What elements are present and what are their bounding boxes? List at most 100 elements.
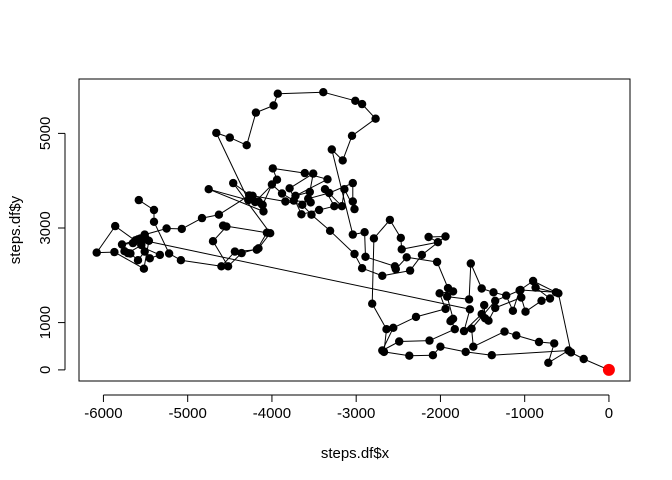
path-segment (399, 340, 430, 342)
data-point (285, 184, 294, 193)
data-point (500, 327, 509, 336)
data-point (304, 194, 313, 203)
data-point (391, 264, 400, 274)
path-segment (429, 328, 456, 342)
path-segment (342, 135, 353, 161)
data-point (368, 299, 377, 308)
data-point (487, 351, 496, 360)
path-segment (329, 230, 355, 255)
path-segment (218, 194, 250, 216)
data-point (258, 200, 267, 209)
data-point (208, 237, 218, 246)
data-point (110, 247, 119, 257)
path-segment (495, 297, 522, 309)
data-point (491, 303, 500, 313)
data-point (357, 264, 367, 273)
data-point (379, 347, 389, 357)
data-point (268, 164, 277, 173)
data-point (484, 316, 493, 325)
data-point (117, 240, 127, 249)
y-tick-label: 0 (37, 366, 54, 374)
data-point (348, 197, 357, 206)
data-point (145, 254, 154, 263)
data-point (347, 131, 357, 140)
path-segment (289, 173, 314, 189)
data-point (382, 325, 391, 334)
data-point (251, 108, 261, 117)
data-point (402, 253, 411, 262)
path-segment (114, 251, 145, 270)
data-point (389, 323, 398, 332)
data-point (351, 96, 360, 106)
path-segment (371, 238, 375, 304)
path-segment (473, 331, 505, 348)
path-segment (436, 261, 449, 289)
x-tick-label: -6000 (84, 405, 122, 422)
data-point (327, 145, 336, 154)
data-point (432, 257, 442, 267)
data-point (433, 238, 443, 247)
data-point (277, 189, 287, 198)
x-tick-label: -2000 (421, 405, 459, 422)
data-point (307, 210, 316, 219)
data-point (467, 324, 476, 333)
path-segment (365, 256, 396, 267)
y-axis-label: steps.df$y (7, 195, 24, 264)
y-tick-label: 3000 (37, 211, 54, 244)
path-segment (96, 225, 116, 253)
data-point (155, 250, 165, 260)
data-point (360, 228, 369, 237)
data-point (461, 347, 470, 357)
data-point (512, 331, 521, 340)
data-point (517, 293, 526, 302)
data-point (448, 287, 458, 296)
data-point (502, 291, 511, 300)
data-point (140, 247, 149, 256)
data-point (229, 178, 238, 188)
data-point (149, 217, 159, 226)
path-segment (137, 238, 471, 310)
path-segment (468, 263, 472, 300)
data-point (534, 337, 544, 347)
path-segment (470, 263, 483, 289)
data-point (348, 230, 357, 239)
data-point (133, 256, 143, 265)
data-point (357, 99, 367, 109)
data-point (435, 289, 444, 298)
y-tick-label: 1000 (37, 306, 54, 339)
x-tick-label: -3000 (337, 405, 375, 422)
data-point (300, 168, 309, 178)
data-point (477, 284, 486, 293)
path-segment (351, 118, 376, 137)
data-point (337, 202, 347, 211)
data-point (237, 248, 246, 258)
data-point (424, 232, 433, 242)
x-axis: -6000 -5000 -4000 -3000 -2000 -1000 0 (84, 394, 613, 422)
path-segment (252, 195, 286, 202)
path-segment (465, 351, 492, 356)
data-point (273, 89, 282, 98)
data-point (397, 245, 406, 254)
data-point (369, 234, 379, 243)
data-point (323, 175, 332, 184)
data-point (521, 307, 530, 316)
data-point (139, 264, 149, 273)
path-segment (401, 241, 438, 250)
data-point (223, 262, 233, 271)
path-segment (520, 289, 556, 293)
data-point (204, 185, 213, 194)
data-point (348, 178, 357, 188)
path-segment (557, 293, 572, 353)
data-point (338, 156, 347, 165)
data-points (92, 88, 615, 376)
path-segment (323, 91, 356, 102)
data-point (133, 235, 143, 244)
data-point (149, 205, 159, 215)
data-point (245, 191, 254, 200)
data-point (350, 204, 359, 214)
data-point (459, 326, 469, 336)
data-point (425, 336, 434, 345)
path-segment (208, 188, 264, 212)
path-segment (415, 308, 446, 318)
